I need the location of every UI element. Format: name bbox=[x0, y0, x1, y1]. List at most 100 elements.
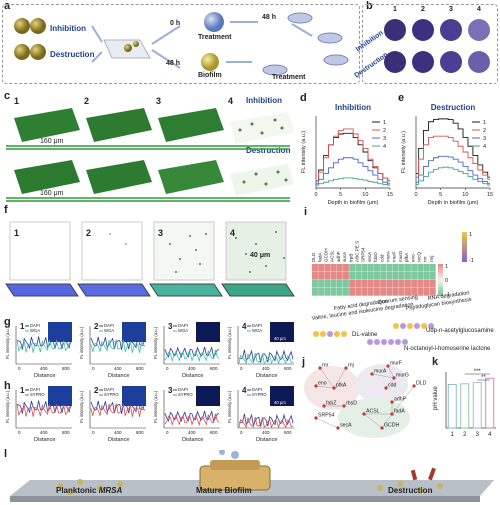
bar-1 bbox=[447, 383, 457, 429]
x-tick-label: 3 bbox=[476, 432, 480, 438]
x-tick-label: 0 bbox=[414, 192, 417, 198]
panel-label-f: f bbox=[4, 204, 8, 216]
heatmap-cell bbox=[398, 288, 405, 296]
y-axis-label: FL intensity (a.u.) bbox=[227, 390, 232, 423]
network-node bbox=[318, 366, 322, 370]
profile-num: 1 bbox=[20, 386, 25, 395]
heatmap-cell bbox=[392, 288, 399, 296]
legend-label: DAPI bbox=[104, 323, 114, 328]
f-num-3: 3 bbox=[158, 228, 164, 238]
x-axis-label: Distance bbox=[108, 373, 129, 378]
profile-line bbox=[16, 339, 72, 353]
c-scale-2: 160 μm bbox=[40, 190, 64, 197]
heatmap-cell bbox=[405, 264, 411, 272]
x-axis-label: Distance bbox=[34, 437, 55, 443]
x-tick-label: 400 bbox=[114, 430, 122, 435]
colorbar-2 bbox=[462, 232, 467, 262]
x-tick-label: 5 bbox=[339, 192, 342, 198]
heatmap-cell bbox=[336, 264, 343, 272]
heatmap-cell bbox=[324, 288, 331, 296]
heatmap-cell bbox=[330, 264, 337, 272]
c-inhibition: Inhibition bbox=[246, 96, 282, 105]
cluster-bg bbox=[356, 364, 408, 404]
metabolite-bead bbox=[341, 331, 347, 337]
bar-3 bbox=[472, 382, 482, 429]
panel-b-frame bbox=[362, 4, 498, 84]
heatmap-cell bbox=[417, 280, 424, 288]
network-edge bbox=[315, 385, 335, 389]
heatmap-cell bbox=[318, 264, 325, 272]
heatmap-cell bbox=[386, 272, 393, 280]
heatmap-cell bbox=[417, 288, 424, 296]
metabolite-bead bbox=[428, 323, 434, 329]
network-node-label: eno bbox=[318, 381, 327, 387]
network-node bbox=[392, 376, 396, 380]
heatmap-cell bbox=[336, 272, 343, 280]
b-col-4: 4 bbox=[477, 6, 481, 13]
legend-label: WGA bbox=[252, 328, 262, 333]
c-num-3: 3 bbox=[156, 96, 162, 106]
legend-label-4: 4 bbox=[483, 144, 486, 150]
panel-label-i: i bbox=[304, 206, 308, 218]
heatmap-cell bbox=[367, 288, 374, 296]
heatmap-cell bbox=[429, 264, 436, 272]
heatmap-cell bbox=[355, 272, 362, 280]
heatmap-cell bbox=[355, 288, 362, 296]
series-line-3 bbox=[316, 157, 390, 185]
network-edge bbox=[381, 413, 393, 429]
y-axis-label: FL intensity (a.u.) bbox=[227, 326, 232, 359]
nanoparticle bbox=[14, 44, 30, 60]
heatmap-cell bbox=[398, 272, 405, 280]
x-tick-label: 800 bbox=[210, 366, 218, 371]
b-col-1: 1 bbox=[393, 6, 397, 13]
fluorescence-inset bbox=[270, 322, 294, 342]
colorbar-min: -1 bbox=[445, 292, 450, 298]
panel-f-3d-boxes bbox=[5, 221, 295, 297]
network-node-label: cdd bbox=[388, 383, 396, 389]
heatmap-cell bbox=[324, 264, 331, 272]
x-tick-label: 800 bbox=[210, 430, 218, 435]
network-node bbox=[332, 386, 336, 390]
gene-label: ABC.PE.S bbox=[355, 241, 360, 262]
x-tick-label: 0 bbox=[18, 366, 21, 371]
fluorescence-inset bbox=[48, 322, 72, 342]
chart-title: Destruction bbox=[431, 103, 476, 112]
heatmap-cell bbox=[429, 288, 436, 296]
heatmap-cell bbox=[380, 280, 387, 288]
network-edge bbox=[385, 377, 395, 389]
heatmap-cell bbox=[417, 272, 424, 280]
network-node-label: fabZ bbox=[326, 401, 336, 407]
metabolite-bead bbox=[374, 339, 380, 345]
fluorescence-inset bbox=[122, 322, 146, 342]
pathway-label: Quorum sensing bbox=[377, 294, 418, 306]
profile-line bbox=[164, 413, 220, 427]
heatmap-cell bbox=[361, 272, 368, 280]
inset-scale: 40 μm bbox=[274, 400, 286, 405]
x-axis-label: Distance bbox=[34, 373, 55, 378]
gene-label: cdd bbox=[379, 254, 384, 262]
legend-label: WGA bbox=[104, 328, 114, 333]
biofilm-label: Biofilm bbox=[198, 72, 222, 79]
x-tick-label: 0 bbox=[240, 366, 243, 371]
profile-num: 4 bbox=[242, 322, 247, 331]
network-edge bbox=[371, 373, 395, 379]
l-planktonic: Planktonic MRSA bbox=[56, 486, 122, 495]
heatmap-cell bbox=[405, 280, 411, 288]
pathway-label: RNA degradation bbox=[427, 290, 469, 302]
heatmap-cell bbox=[417, 264, 424, 272]
heatmap-cell bbox=[367, 264, 374, 272]
heatmap-cell bbox=[367, 280, 374, 288]
sig-label: *** bbox=[474, 369, 482, 375]
metabolite-label: DL-valine bbox=[352, 332, 378, 338]
heatmap-cell bbox=[349, 280, 356, 288]
metabolite-bead bbox=[393, 323, 399, 329]
panel-label-c: c bbox=[4, 90, 11, 102]
heatmap-cell bbox=[429, 272, 436, 280]
legend-label-4: 4 bbox=[383, 144, 386, 150]
heatmap-cell bbox=[361, 264, 368, 272]
panel-label-l: l bbox=[4, 448, 8, 460]
x-tick-label: 10 bbox=[462, 192, 468, 198]
gene-label: murG bbox=[398, 250, 403, 262]
heatmap-cell bbox=[312, 272, 318, 280]
